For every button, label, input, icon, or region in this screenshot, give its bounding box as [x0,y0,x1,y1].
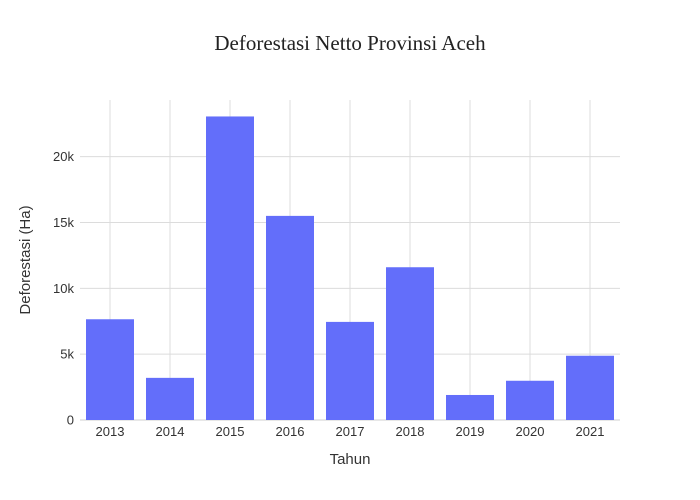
y-axis-title: Deforestasi (Ha) [17,205,34,314]
x-axis-ticks: 2013 2014 2015 2016 2017 2018 2019 2020 2021 [96,424,605,439]
bar-2014[interactable] [146,377,194,420]
bar-2021[interactable] [566,355,614,420]
x-tick-label: 2013 [96,424,125,439]
x-tick-label: 2014 [156,424,185,439]
bars [86,116,614,420]
bar-2013[interactable] [86,319,134,420]
bar-2016[interactable] [266,215,314,420]
x-axis-title: Tahun [330,451,371,468]
x-tick-label: 2015 [216,424,245,439]
chart-title: Deforestasi Netto Provinsi Aceh [214,31,486,55]
x-tick-label: 2017 [336,424,365,439]
y-tick-label: 20k [53,149,74,164]
bar-2017[interactable] [326,321,374,420]
x-tick-label: 2021 [576,424,605,439]
bar-2020[interactable] [506,380,554,420]
y-tick-label: 10k [53,281,74,296]
bar-2018[interactable] [386,267,434,420]
y-tick-label: 15k [53,215,74,230]
x-tick-label: 2018 [396,424,425,439]
x-tick-label: 2020 [516,424,545,439]
bar-2015[interactable] [206,116,254,420]
y-tick-label: 5k [60,347,74,362]
y-tick-label: 0 [67,413,74,428]
y-axis-ticks: 0 5k 10k 15k 20k [53,149,74,427]
bar-2019[interactable] [446,394,494,420]
x-tick-label: 2019 [456,424,485,439]
x-tick-label: 2016 [276,424,305,439]
